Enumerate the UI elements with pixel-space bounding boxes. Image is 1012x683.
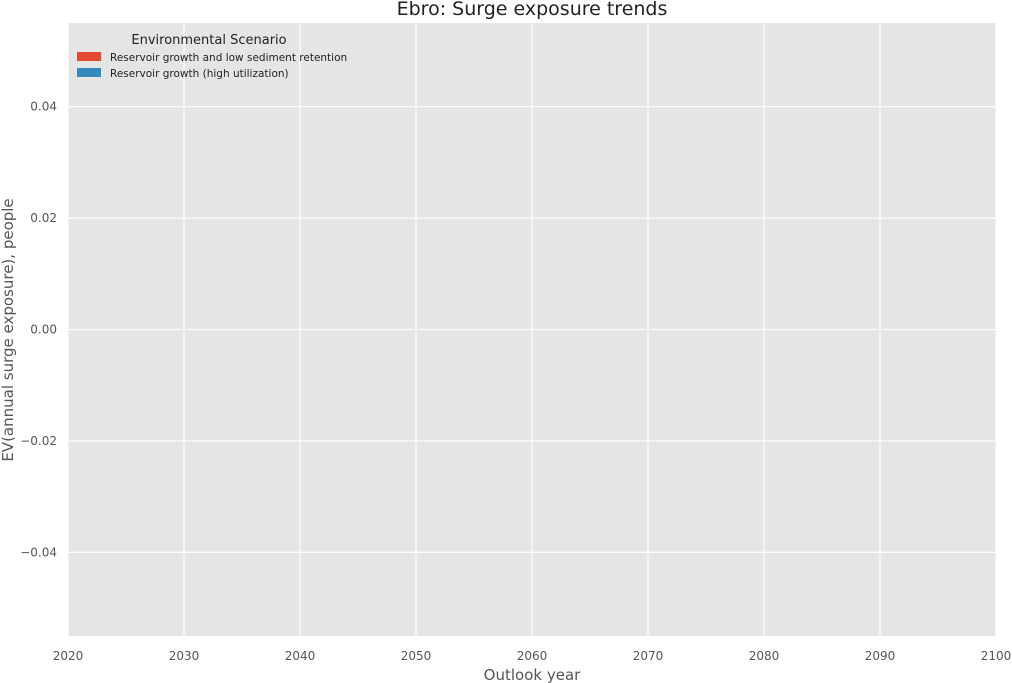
chart-title: Ebro: Surge exposure trends <box>397 0 668 20</box>
y-axis-label: EV(annual surge exposure), people <box>0 198 17 461</box>
y-tick-label: 0.04 <box>30 100 57 114</box>
x-tick-label: 2050 <box>401 649 432 663</box>
y-tick-label: −0.02 <box>20 434 57 448</box>
x-tick-label: 2040 <box>285 649 316 663</box>
y-tick-label: 0.00 <box>30 323 57 337</box>
x-tick-label: 2060 <box>517 649 548 663</box>
x-axis-label: Outlook year <box>484 666 581 683</box>
legend: Environmental Scenario Reservoir growth … <box>77 33 347 80</box>
legend-label-high-utilization: Reservoir growth (high utilization) <box>110 68 289 80</box>
y-gridlines <box>68 105 996 554</box>
x-tick-label: 2080 <box>749 649 780 663</box>
legend-swatch-high-utilization <box>77 68 101 77</box>
x-tick-label: 2020 <box>53 649 84 663</box>
y-tick-label: 0.02 <box>30 211 57 225</box>
legend-title: Environmental Scenario <box>131 33 286 48</box>
y-tick-label: −0.04 <box>20 545 57 559</box>
x-axis: 2020 2030 2040 2050 2060 2070 2080 2090 2100 <box>53 649 1012 663</box>
x-tick-label: 2070 <box>633 649 664 663</box>
legend-swatch-low-sediment <box>77 52 101 61</box>
legend-label-low-sediment: Reservoir growth and low sediment retent… <box>110 52 347 64</box>
x-tick-label: 2100 <box>981 649 1012 663</box>
x-tick-label: 2030 <box>169 649 200 663</box>
y-axis: −0.04 −0.02 0.00 0.02 0.04 <box>20 100 57 560</box>
x-tick-label: 2090 <box>865 649 896 663</box>
